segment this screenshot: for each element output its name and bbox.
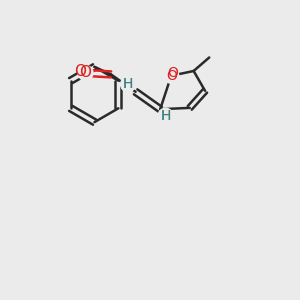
Text: H: H [160,109,171,123]
Text: O: O [74,64,86,79]
Text: H: H [160,109,171,123]
Circle shape [78,65,93,80]
Text: H: H [123,77,133,91]
Text: O: O [167,66,178,80]
Text: H: H [123,77,133,91]
Text: O: O [80,65,92,80]
Text: O: O [166,69,177,83]
Circle shape [158,108,173,123]
Circle shape [164,68,179,83]
Circle shape [121,77,136,92]
